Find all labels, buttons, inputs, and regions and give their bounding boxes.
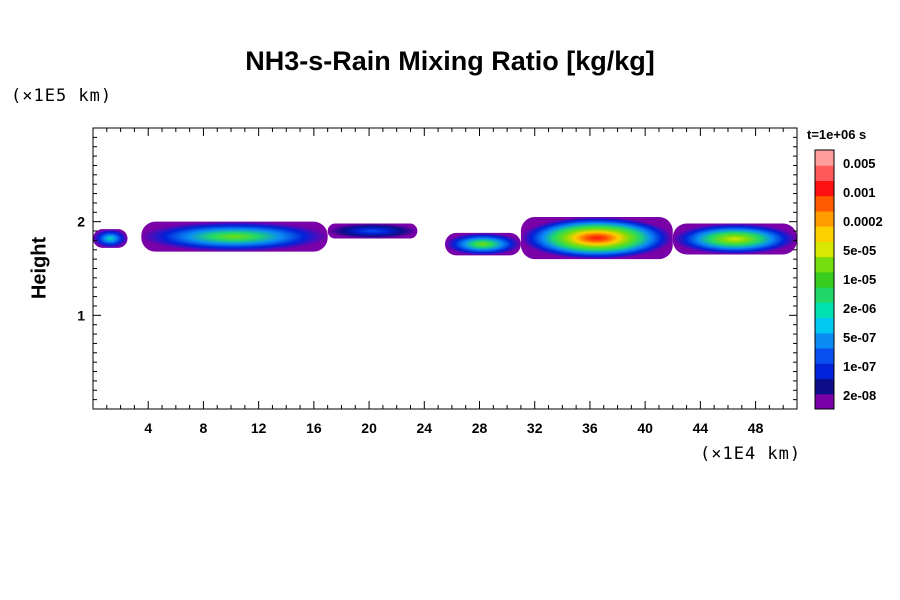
x-tick-label: 48 (748, 420, 764, 436)
x-tick-label: 20 (361, 420, 377, 436)
colorbar-segment (815, 363, 834, 380)
x-tick-label: 24 (417, 420, 433, 436)
x-tick-label: 8 (200, 420, 208, 436)
colorbar-tick-label: 0.005 (843, 156, 876, 171)
cloud-segment (445, 232, 521, 256)
cloud-segment (327, 223, 418, 239)
cloud-segment (141, 221, 328, 252)
colorbar-tick-label: 2e-06 (843, 301, 876, 316)
colorbar-segment (815, 180, 834, 197)
cloud-segment (93, 229, 128, 248)
cloud-segment (520, 216, 673, 260)
y-tick-label: 2 (77, 214, 85, 230)
colorbar: 0.005 0.001 0.0002 5e-05 1e-05 2e-06 5e-07 1e-0… (814, 149, 883, 410)
colorbar-segment (815, 195, 834, 212)
colorbar-tick-label: 5e-07 (843, 330, 876, 345)
colorbar-tick-label: 2e-08 (843, 388, 876, 403)
colorbar-segment (815, 302, 834, 319)
y-axis-unit: (×1E5 km) (11, 86, 113, 106)
colorbar-segment (815, 271, 834, 288)
colorbar-tick-label: 5e-05 (843, 243, 876, 258)
colorbar-segment (815, 332, 834, 349)
colorbar-tick-label: 1e-05 (843, 272, 876, 287)
colorbar-tick-label: 0.001 (843, 185, 876, 200)
colorbar-segment (815, 393, 834, 410)
colorbar-segment (815, 378, 834, 395)
x-tick-label: 36 (582, 420, 598, 436)
colorbar-segment (815, 241, 834, 258)
x-tick-label: 16 (306, 420, 322, 436)
colorbar-segment (815, 226, 834, 242)
y-tick-label: 1 (77, 307, 85, 323)
colorbar-segment (815, 150, 834, 166)
colorbar-segment (815, 256, 834, 273)
x-tick-label: 28 (472, 420, 488, 436)
x-tick-label: 12 (251, 420, 267, 436)
colorbar-segment (815, 210, 834, 227)
colorbar-segment (815, 287, 834, 303)
plot-area (93, 216, 797, 260)
x-tick-label: 32 (527, 420, 543, 436)
colorbar-segment (815, 317, 834, 334)
chart-title: NH3-s-Rain Mixing Ratio [kg/kg] (245, 46, 655, 76)
colorbar-segment (815, 348, 834, 364)
cloud-segment (672, 223, 797, 255)
x-axis-unit: (×1E4 km) (700, 444, 802, 464)
x-tick-label: 40 (637, 420, 653, 436)
x-tick-label: 44 (693, 420, 709, 436)
time-label: t=1e+06 s (807, 127, 867, 142)
colorbar-tick-label: 0.0002 (843, 214, 883, 229)
colorbar-frame (814, 149, 835, 410)
x-tick-label: 4 (144, 420, 152, 436)
colorbar-tick-label: 1e-07 (843, 359, 876, 374)
colorbar-segment (815, 165, 834, 181)
plot-frame (92, 127, 798, 410)
